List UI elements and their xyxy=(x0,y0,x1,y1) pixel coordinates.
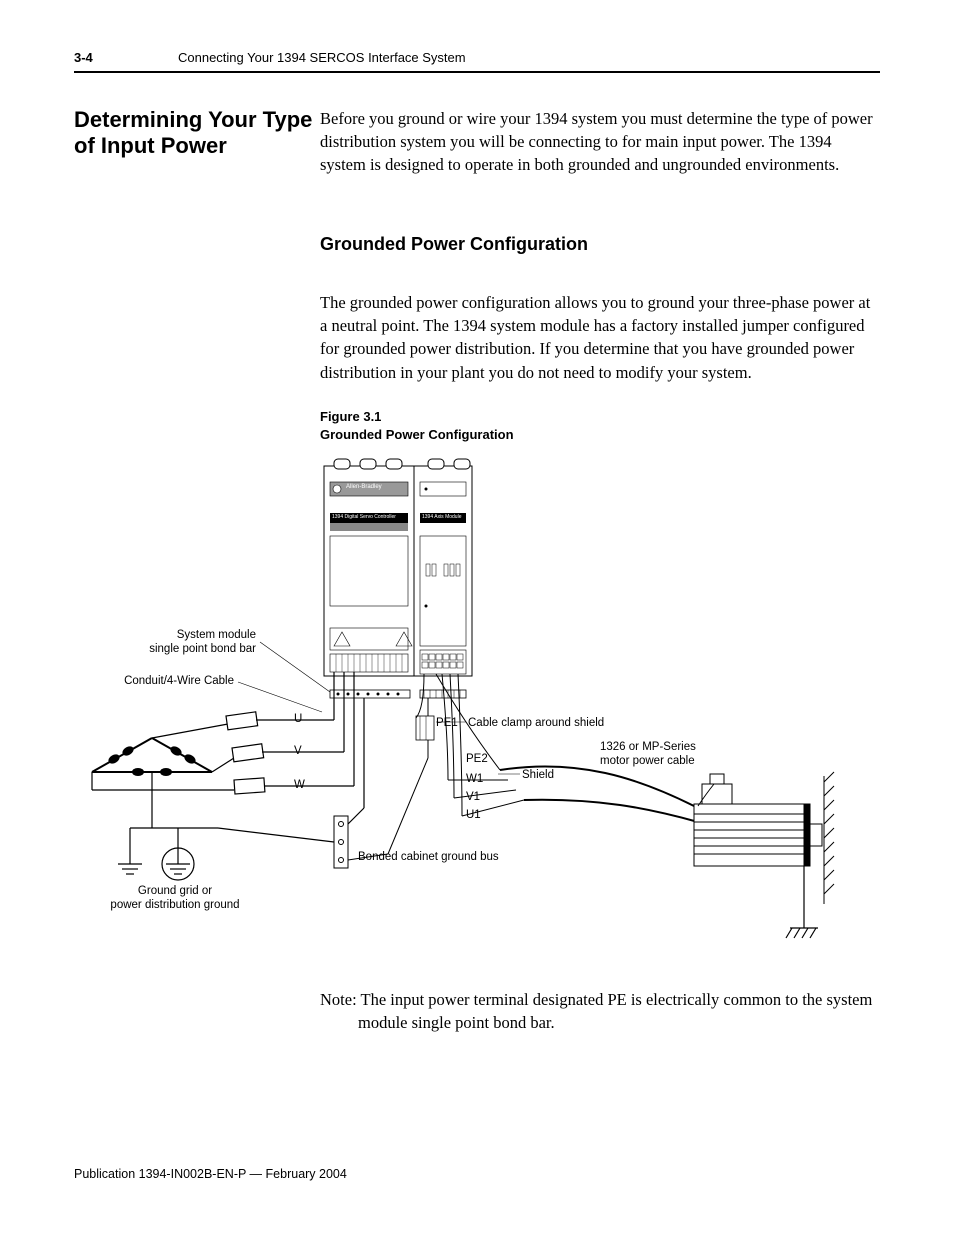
content-columns: Determining Your Type of Input Power Bef… xyxy=(74,107,880,444)
label-u: U xyxy=(294,712,302,726)
label-bonded-bus: Bonded cabinet ground bus xyxy=(358,850,518,864)
label-pe2: PE2 xyxy=(466,752,488,766)
figure-caption: Figure 3.1 Grounded Power Configuration xyxy=(320,408,880,444)
note-row: Note: The input power terminal designate… xyxy=(74,958,880,1034)
diagram-svg xyxy=(38,458,844,958)
label-system-module: System modulesingle point bond bar xyxy=(116,628,256,657)
label-device2: 1394 Axis Module xyxy=(422,514,461,520)
chapter-title: Connecting Your 1394 SERCOS Interface Sy… xyxy=(178,50,466,65)
page-number: 3-4 xyxy=(74,50,178,65)
label-v1: V1 xyxy=(466,790,480,804)
label-cable-clamp: Cable clamp around shield xyxy=(468,716,628,730)
figure-title: Grounded Power Configuration xyxy=(320,427,514,442)
sub-heading: Grounded Power Configuration xyxy=(320,234,880,255)
label-brand: Allen-Bradley xyxy=(346,484,382,492)
label-pe1: PE1 xyxy=(436,716,458,730)
label-w1: W1 xyxy=(466,772,483,786)
intro-paragraph: Before you ground or wire your 1394 syst… xyxy=(320,107,880,176)
label-w: W xyxy=(294,778,305,792)
label-ground-grid: Ground grid orpower distribution ground xyxy=(100,884,250,913)
page-header: 3-4 Connecting Your 1394 SERCOS Interfac… xyxy=(74,50,880,65)
label-v: V xyxy=(294,744,302,758)
label-motor-cable: 1326 or MP-Seriesmotor power cable xyxy=(600,740,730,769)
sub-paragraph: The grounded power configuration allows … xyxy=(320,291,880,383)
note-paragraph: Note: The input power terminal designate… xyxy=(320,988,880,1034)
left-column: Determining Your Type of Input Power xyxy=(74,107,320,444)
figure-number: Figure 3.1 xyxy=(320,409,381,424)
header-rule xyxy=(74,71,880,73)
label-device1: 1394 Digital Servo Controller xyxy=(332,514,396,520)
right-column: Before you ground or wire your 1394 syst… xyxy=(320,107,880,444)
label-shield: Shield xyxy=(522,768,554,782)
label-u1: U1 xyxy=(466,808,481,822)
page-footer: Publication 1394-IN002B-EN-P — February … xyxy=(74,1167,347,1181)
section-heading: Determining Your Type of Input Power xyxy=(74,107,320,160)
label-conduit: Conduit/4-Wire Cable xyxy=(78,674,234,688)
figure-diagram: System modulesingle point bond bar Condu… xyxy=(38,458,844,958)
